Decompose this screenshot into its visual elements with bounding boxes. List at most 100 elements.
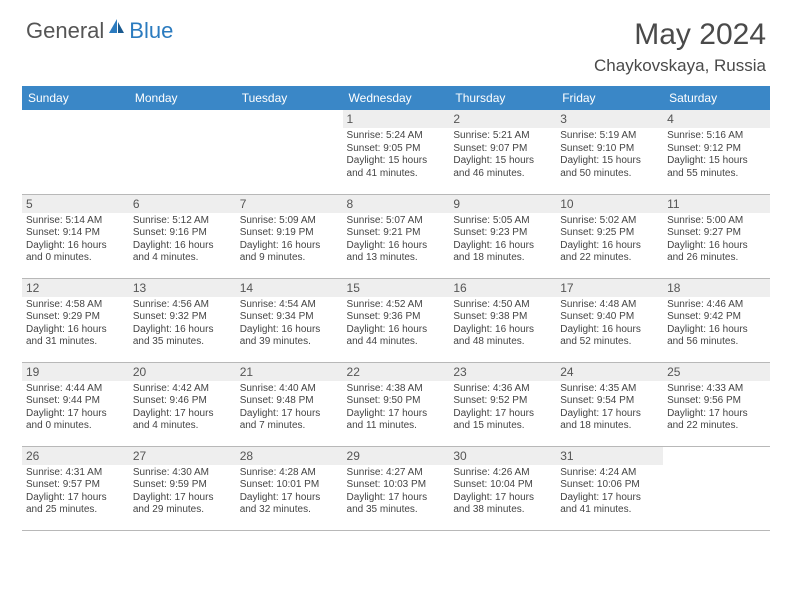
day-detail: Sunrise: 4:54 AMSunset: 9:34 PMDaylight:… (240, 299, 339, 349)
calendar-cell: 30 Sunrise: 4:26 AMSunset: 10:04 PMDaylig… (449, 446, 556, 530)
day-detail: Sunrise: 5:19 AMSunset: 9:10 PMDaylight:… (560, 130, 659, 180)
day-detail: Sunrise: 5:24 AMSunset: 9:05 PMDaylight:… (347, 130, 446, 180)
calendar-table: SundayMondayTuesdayWednesdayThursdayFrid… (22, 86, 770, 531)
calendar-cell: 17 Sunrise: 4:48 AMSunset: 9:40 PMDayligh… (556, 278, 663, 362)
day-detail: Sunrise: 4:48 AMSunset: 9:40 PMDaylight:… (560, 299, 659, 349)
day-number: 29 (343, 447, 450, 465)
day-number: 26 (22, 447, 129, 465)
calendar-cell: 3 Sunrise: 5:19 AMSunset: 9:10 PMDaylight… (556, 110, 663, 194)
calendar-week-row: 5 Sunrise: 5:14 AMSunset: 9:14 PMDaylight… (22, 194, 770, 278)
day-detail: Sunrise: 4:50 AMSunset: 9:38 PMDaylight:… (453, 299, 552, 349)
calendar-week-row: 19 Sunrise: 4:44 AMSunset: 9:44 PMDayligh… (22, 362, 770, 446)
calendar-cell: 25 Sunrise: 4:33 AMSunset: 9:56 PMDayligh… (663, 362, 770, 446)
calendar-cell: 31Sunrise: 4:24 AMSunset: 10:06 PMDaylig… (556, 446, 663, 530)
calendar-cell: 18 Sunrise: 4:46 AMSunset: 9:42 PMDayligh… (663, 278, 770, 362)
day-number: 15 (343, 279, 450, 297)
day-number: 28 (236, 447, 343, 465)
calendar-cell: 16 Sunrise: 4:50 AMSunset: 9:38 PMDayligh… (449, 278, 556, 362)
calendar-body: 1Sunrise: 5:24 AMSunset: 9:05 PMDaylight… (22, 110, 770, 530)
calendar-cell: 1Sunrise: 5:24 AMSunset: 9:05 PMDaylight… (343, 110, 450, 194)
day-number: 5 (22, 195, 129, 213)
day-number: 30 (449, 447, 556, 465)
day-number: 18 (663, 279, 770, 297)
calendar-cell: 19 Sunrise: 4:44 AMSunset: 9:44 PMDayligh… (22, 362, 129, 446)
logo-text-general: General (26, 18, 104, 44)
day-number: 19 (22, 363, 129, 381)
calendar-cell: 7 Sunrise: 5:09 AMSunset: 9:19 PMDaylight… (236, 194, 343, 278)
day-number: 10 (556, 195, 663, 213)
day-detail: Sunrise: 5:02 AMSunset: 9:25 PMDaylight:… (560, 215, 659, 265)
day-number: 21 (236, 363, 343, 381)
day-detail: Sunrise: 5:16 AMSunset: 9:12 PMDaylight:… (667, 130, 766, 180)
calendar-cell: 5 Sunrise: 5:14 AMSunset: 9:14 PMDaylight… (22, 194, 129, 278)
calendar-week-row: 1Sunrise: 5:24 AMSunset: 9:05 PMDaylight… (22, 110, 770, 194)
day-detail: Sunrise: 4:28 AMSunset: 10:01 PMDaylight… (240, 467, 339, 517)
calendar-cell (129, 110, 236, 194)
day-header: Wednesday (343, 86, 450, 110)
day-detail: Sunrise: 5:21 AMSunset: 9:07 PMDaylight:… (453, 130, 552, 180)
day-detail: Sunrise: 4:46 AMSunset: 9:42 PMDaylight:… (667, 299, 766, 349)
calendar-cell: 20Sunrise: 4:42 AMSunset: 9:46 PMDayligh… (129, 362, 236, 446)
day-header: Saturday (663, 86, 770, 110)
day-detail: Sunrise: 5:14 AMSunset: 9:14 PMDaylight:… (26, 215, 125, 265)
calendar-week-row: 12Sunrise: 4:58 AMSunset: 9:29 PMDayligh… (22, 278, 770, 362)
calendar-cell: 26 Sunrise: 4:31 AMSunset: 9:57 PMDayligh… (22, 446, 129, 530)
day-detail: Sunrise: 5:00 AMSunset: 9:27 PMDaylight:… (667, 215, 766, 265)
day-detail: Sunrise: 4:26 AMSunset: 10:04 PMDaylight… (453, 467, 552, 517)
month-year: May 2024 (594, 18, 766, 52)
day-detail: Sunrise: 5:12 AMSunset: 9:16 PMDaylight:… (133, 215, 232, 265)
day-number: 31 (556, 447, 663, 465)
day-number: 8 (343, 195, 450, 213)
calendar-cell: 22 Sunrise: 4:38 AMSunset: 9:50 PMDayligh… (343, 362, 450, 446)
day-number: 7 (236, 195, 343, 213)
day-number: 24 (556, 363, 663, 381)
day-detail: Sunrise: 4:42 AMSunset: 9:46 PMDaylight:… (133, 383, 232, 433)
day-detail: Sunrise: 4:52 AMSunset: 9:36 PMDaylight:… (347, 299, 446, 349)
day-number: 4 (663, 110, 770, 128)
location: Chaykovskaya, Russia (594, 56, 766, 76)
day-header: Thursday (449, 86, 556, 110)
day-detail: Sunrise: 4:33 AMSunset: 9:56 PMDaylight:… (667, 383, 766, 433)
day-number: 9 (449, 195, 556, 213)
logo: General Blue (26, 18, 173, 44)
day-detail: Sunrise: 4:58 AMSunset: 9:29 PMDaylight:… (26, 299, 125, 349)
day-number: 3 (556, 110, 663, 128)
day-number: 14 (236, 279, 343, 297)
day-number: 25 (663, 363, 770, 381)
day-number: 16 (449, 279, 556, 297)
calendar-cell: 4 Sunrise: 5:16 AMSunset: 9:12 PMDaylight… (663, 110, 770, 194)
day-detail: Sunrise: 4:36 AMSunset: 9:52 PMDaylight:… (453, 383, 552, 433)
day-detail: Sunrise: 4:38 AMSunset: 9:50 PMDaylight:… (347, 383, 446, 433)
calendar-cell: 21 Sunrise: 4:40 AMSunset: 9:48 PMDayligh… (236, 362, 343, 446)
day-number: 2 (449, 110, 556, 128)
day-number: 13 (129, 279, 236, 297)
day-header: Sunday (22, 86, 129, 110)
calendar-cell: 9 Sunrise: 5:05 AMSunset: 9:23 PMDaylight… (449, 194, 556, 278)
calendar-cell: 28 Sunrise: 4:28 AMSunset: 10:01 PMDaylig… (236, 446, 343, 530)
calendar-cell: 11 Sunrise: 5:00 AMSunset: 9:27 PMDayligh… (663, 194, 770, 278)
day-number: 22 (343, 363, 450, 381)
calendar-cell: 8Sunrise: 5:07 AMSunset: 9:21 PMDaylight… (343, 194, 450, 278)
calendar-cell: 10 Sunrise: 5:02 AMSunset: 9:25 PMDayligh… (556, 194, 663, 278)
logo-sail-icon (107, 17, 127, 40)
day-detail: Sunrise: 4:44 AMSunset: 9:44 PMDaylight:… (26, 383, 125, 433)
day-of-week-row: SundayMondayTuesdayWednesdayThursdayFrid… (22, 86, 770, 110)
day-detail: Sunrise: 4:35 AMSunset: 9:54 PMDaylight:… (560, 383, 659, 433)
day-number: 11 (663, 195, 770, 213)
title-block: May 2024 Chaykovskaya, Russia (594, 18, 766, 76)
day-detail: Sunrise: 4:31 AMSunset: 9:57 PMDaylight:… (26, 467, 125, 517)
day-header: Tuesday (236, 86, 343, 110)
day-detail: Sunrise: 4:40 AMSunset: 9:48 PMDaylight:… (240, 383, 339, 433)
day-detail: Sunrise: 5:05 AMSunset: 9:23 PMDaylight:… (453, 215, 552, 265)
day-number: 17 (556, 279, 663, 297)
header: General Blue May 2024 Chaykovskaya, Russ… (0, 0, 792, 80)
calendar-cell (236, 110, 343, 194)
calendar-cell: 23Sunrise: 4:36 AMSunset: 9:52 PMDayligh… (449, 362, 556, 446)
day-detail: Sunrise: 4:30 AMSunset: 9:59 PMDaylight:… (133, 467, 232, 517)
calendar-cell: 24 Sunrise: 4:35 AMSunset: 9:54 PMDayligh… (556, 362, 663, 446)
day-detail: Sunrise: 5:09 AMSunset: 9:19 PMDaylight:… (240, 215, 339, 265)
day-detail: Sunrise: 4:56 AMSunset: 9:32 PMDaylight:… (133, 299, 232, 349)
calendar-cell: 14 Sunrise: 4:54 AMSunset: 9:34 PMDayligh… (236, 278, 343, 362)
logo-text-blue: Blue (129, 18, 173, 44)
calendar-cell (22, 110, 129, 194)
